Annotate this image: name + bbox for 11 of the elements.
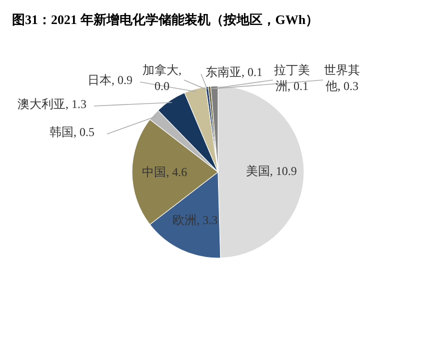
- chart-title: 图31：2021 年新增电化学储能装机（按地区，GWh）: [12, 12, 319, 27]
- slice-label: 美国, 10.9: [244, 163, 298, 180]
- slice-label: 澳大利亚, 1.3: [16, 96, 88, 112]
- slice-label: 韩国, 0.5: [48, 124, 96, 140]
- slice-label: 欧洲, 3.3: [172, 212, 219, 228]
- slice-label: 拉丁美洲, 0.1: [273, 62, 311, 94]
- legend-label: 加拿大, 0.0: [142, 62, 182, 94]
- slice-label: 中国, 4.6: [141, 164, 188, 180]
- slice-label: 日本, 0.9: [86, 72, 134, 88]
- slice-label: 东南亚, 0.1: [204, 64, 264, 80]
- slice-label: 世界其他, 0.3: [323, 62, 361, 94]
